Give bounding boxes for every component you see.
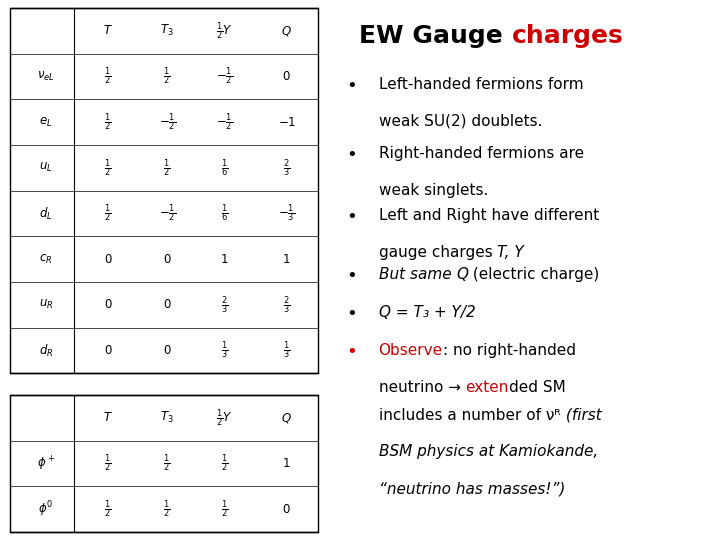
Text: $d_L$: $d_L$ [39,206,53,221]
Text: (electric charge): (electric charge) [468,267,599,282]
Text: $0$: $0$ [104,253,112,266]
Text: Q = T: Q = T [379,305,423,320]
Text: $-\frac{1}{2}$: $-\frac{1}{2}$ [158,111,176,133]
Text: $Q$: $Q$ [282,411,292,425]
Text: •: • [346,267,356,285]
Text: weak singlets.: weak singlets. [379,183,488,198]
Text: charges: charges [511,24,624,48]
Text: $Q$: $Q$ [282,24,292,38]
Text: $1$: $1$ [220,253,228,266]
Text: gauge charges: gauge charges [379,245,498,260]
Text: $-1$: $-1$ [277,116,296,129]
Text: $0$: $0$ [282,503,291,516]
Text: Q: Q [456,267,468,282]
Text: $\frac{1}{2}Y$: $\frac{1}{2}Y$ [216,20,233,42]
Text: $1$: $1$ [282,457,291,470]
Text: •: • [346,343,356,361]
Text: •: • [346,77,356,94]
Text: $-\frac{1}{2}$: $-\frac{1}{2}$ [216,111,233,133]
Text: exten: exten [466,380,509,395]
Text: includes a number of ν: includes a number of ν [379,408,554,423]
Text: $\frac{1}{2}Y$: $\frac{1}{2}Y$ [216,407,233,429]
Text: Left-handed fermions form: Left-handed fermions form [379,77,583,92]
Text: $\frac{1}{2}$: $\frac{1}{2}$ [163,157,171,179]
Text: $-\frac{1}{3}$: $-\frac{1}{3}$ [278,202,295,225]
Text: $1$: $1$ [282,253,291,266]
Text: EW Gauge: EW Gauge [359,24,511,48]
Text: + Y/2: + Y/2 [428,305,475,320]
Text: neutrino →: neutrino → [379,380,466,395]
Text: $\nu_{eL}$: $\nu_{eL}$ [37,70,55,83]
Text: Left and Right have different: Left and Right have different [379,208,599,223]
Text: $\frac{1}{2}$: $\frac{1}{2}$ [221,498,228,520]
Text: $\frac{1}{2}$: $\frac{1}{2}$ [104,66,112,87]
Text: $\frac{1}{2}$: $\frac{1}{2}$ [104,453,112,474]
Text: T, Y: T, Y [498,245,524,260]
Text: $T_3$: $T_3$ [161,23,174,38]
Text: $0$: $0$ [104,299,112,312]
Text: $\frac{1}{2}$: $\frac{1}{2}$ [104,157,112,179]
Text: $\frac{1}{3}$: $\frac{1}{3}$ [221,340,228,361]
Text: $\frac{1}{2}$: $\frac{1}{2}$ [163,498,171,520]
Text: $0$: $0$ [282,70,291,83]
Text: $\frac{1}{3}$: $\frac{1}{3}$ [283,340,290,361]
Text: weak SU(2) doublets.: weak SU(2) doublets. [379,113,542,129]
Text: $0$: $0$ [163,344,171,357]
Text: $\frac{1}{6}$: $\frac{1}{6}$ [221,202,228,225]
Text: ᴿ: ᴿ [554,408,561,423]
Text: $0$: $0$ [104,344,112,357]
Text: $T$: $T$ [103,24,113,37]
Text: $\phi^0$: $\phi^0$ [38,500,53,519]
Text: $c_R$: $c_R$ [39,253,53,266]
Text: $\frac{2}{3}$: $\frac{2}{3}$ [221,294,228,316]
Text: $u_R$: $u_R$ [39,298,53,312]
Text: $\frac{1}{6}$: $\frac{1}{6}$ [221,157,228,179]
Text: $\frac{1}{2}$: $\frac{1}{2}$ [163,453,171,474]
Text: (first: (first [561,408,601,423]
Text: $\frac{1}{2}$: $\frac{1}{2}$ [104,111,112,133]
Text: $\frac{2}{3}$: $\frac{2}{3}$ [283,294,290,316]
Text: ₃: ₃ [423,305,428,320]
Text: $-\frac{1}{2}$: $-\frac{1}{2}$ [216,66,233,87]
Text: : no right-handed: : no right-handed [443,343,576,358]
Text: Right-handed fermions are: Right-handed fermions are [379,146,584,161]
Text: $0$: $0$ [163,253,171,266]
Text: •: • [346,305,356,323]
Text: $u_L$: $u_L$ [39,161,53,174]
Text: $e_L$: $e_L$ [39,116,53,129]
Text: $T_3$: $T_3$ [161,410,174,426]
Text: $-\frac{1}{2}$: $-\frac{1}{2}$ [158,202,176,225]
Bar [10,8,318,373]
Text: •: • [346,208,356,226]
Text: $\frac{1}{2}$: $\frac{1}{2}$ [104,202,112,225]
Text: $\frac{1}{2}$: $\frac{1}{2}$ [104,498,112,520]
Text: $\frac{1}{2}$: $\frac{1}{2}$ [163,66,171,87]
Text: ded SM: ded SM [509,380,566,395]
Text: $T$: $T$ [103,411,113,424]
Text: •: • [346,146,356,164]
Text: $0$: $0$ [163,299,171,312]
Text: BSM physics at Kamiokande,: BSM physics at Kamiokande, [379,444,598,460]
Text: $\phi^+$: $\phi^+$ [37,454,55,472]
Text: $d_R$: $d_R$ [39,342,53,359]
Text: $\frac{2}{3}$: $\frac{2}{3}$ [283,157,290,179]
Text: Observe: Observe [379,343,443,358]
Text: $\frac{1}{2}$: $\frac{1}{2}$ [221,453,228,474]
Bar [10,395,318,532]
Text: “neutrino has masses!”): “neutrino has masses!”) [379,481,565,496]
Text: But same: But same [379,267,456,282]
